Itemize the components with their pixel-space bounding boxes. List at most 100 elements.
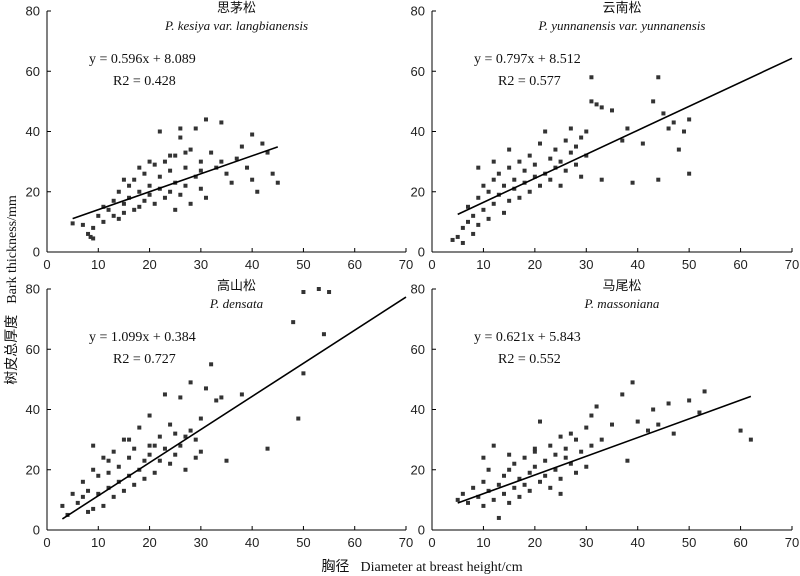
y-tick-label: 20 [26, 184, 40, 199]
data-point [666, 126, 671, 131]
x-tick-label: 10 [476, 535, 490, 550]
data-point [229, 180, 234, 185]
data-point [245, 165, 250, 170]
data-point [558, 159, 563, 164]
x-tick-label: 70 [399, 535, 413, 550]
data-point [147, 192, 152, 197]
data-point [86, 509, 91, 514]
data-point [70, 491, 75, 496]
data-point [676, 147, 681, 152]
regression-line [72, 146, 279, 220]
data-point [80, 494, 85, 499]
data-point [157, 434, 162, 439]
data-point [152, 201, 157, 206]
data-point [121, 488, 126, 493]
data-point [193, 437, 198, 442]
panel-title-latin: P. yunnanensis var. yunnanensis [538, 18, 706, 33]
data-point [168, 168, 173, 173]
data-point [532, 449, 537, 454]
data-point [142, 476, 147, 481]
data-point [162, 159, 167, 164]
data-point [188, 428, 193, 433]
data-point [219, 159, 224, 164]
data-point [137, 425, 142, 430]
x-tick-label: 60 [347, 535, 361, 550]
data-point [178, 126, 183, 131]
data-point [527, 153, 532, 158]
data-point [106, 485, 111, 490]
x-tick-label: 50 [296, 257, 310, 272]
data-point [574, 470, 578, 475]
regression-line [61, 296, 407, 520]
data-point [548, 485, 553, 490]
y-tick-label: 80 [26, 4, 40, 19]
data-point [96, 473, 101, 478]
data-point [193, 455, 198, 460]
data-point [558, 183, 563, 188]
data-point [471, 231, 476, 236]
data-point [147, 159, 152, 164]
data-point [538, 479, 542, 484]
data-point [137, 165, 142, 170]
data-point [88, 234, 93, 239]
data-point [96, 491, 101, 496]
data-point [111, 494, 116, 499]
data-point [568, 150, 573, 155]
data-point [116, 216, 121, 221]
data-point [651, 407, 656, 412]
data-point [507, 500, 512, 505]
data-point [127, 455, 132, 460]
panel-title-cn: 云南松 [602, 0, 641, 16]
data-point [121, 201, 126, 206]
data-point [646, 428, 650, 433]
data-point [173, 431, 178, 436]
data-point [625, 126, 630, 131]
x-tick-label: 70 [785, 257, 799, 272]
y-axis-label-en: Bark thickness/mm [5, 195, 20, 304]
y-tick-label: 0 [33, 523, 40, 538]
data-point [127, 437, 132, 442]
data-point [491, 159, 496, 164]
panel-title-cn: 马尾松 [602, 279, 641, 294]
data-point [321, 332, 326, 337]
x-tick-label: 70 [785, 535, 799, 550]
data-point [91, 443, 96, 448]
data-point [558, 491, 563, 496]
data-point [553, 165, 558, 170]
data-point [620, 392, 625, 397]
data-point [491, 177, 496, 182]
data-point [481, 503, 486, 508]
data-point [522, 482, 527, 487]
x-tick-label: 10 [91, 257, 105, 272]
data-point [589, 443, 594, 448]
x-tick-label: 40 [245, 535, 259, 550]
x-axis-label-cn: 胸径 [321, 559, 349, 575]
data-point [132, 482, 137, 487]
data-point [589, 99, 594, 104]
data-point [147, 443, 152, 448]
data-point [584, 153, 589, 158]
data-point [630, 380, 635, 385]
y-tick-label: 80 [411, 282, 425, 297]
data-point [224, 171, 229, 176]
x-tick-label: 60 [347, 257, 361, 272]
data-point [553, 452, 558, 457]
data-point [80, 479, 85, 484]
data-point [183, 165, 188, 170]
data-point [527, 488, 532, 493]
data-point [234, 156, 239, 161]
data-point [558, 476, 563, 481]
data-point [502, 210, 506, 215]
data-point [137, 204, 142, 209]
data-point [275, 180, 280, 185]
data-point [121, 437, 126, 442]
data-point [476, 165, 481, 170]
data-point [620, 138, 625, 143]
data-point [203, 195, 208, 200]
data-point [527, 470, 532, 475]
data-point [316, 287, 321, 291]
y-tick-label: 80 [411, 4, 425, 19]
data-point [486, 488, 491, 493]
data-point [178, 135, 183, 140]
data-point [168, 461, 173, 466]
